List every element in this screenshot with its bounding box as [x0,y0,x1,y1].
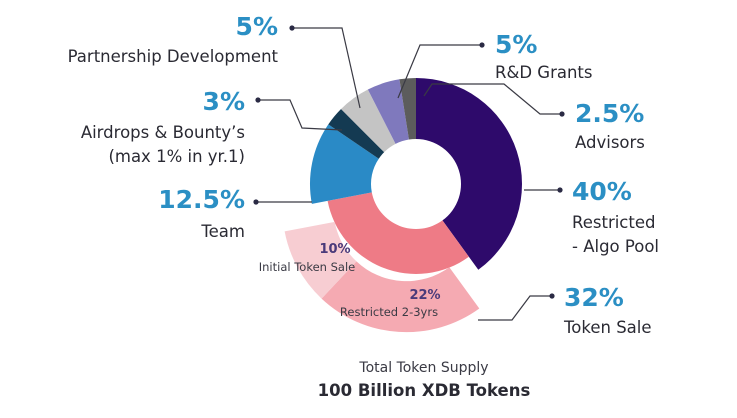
leader-dot-airdrops [255,97,261,103]
pct-label-airdrops: 3% [203,87,245,116]
slice-label-algo-0: Restricted [572,213,655,232]
slice-labels: 40% Restricted - Algo Pool 32% Token Sale 12.… [68,12,659,337]
pct-label-team: 12.5% [158,185,245,214]
leader-dot-algo [557,187,563,193]
footer-total: 100 Billion XDB Tokens [318,381,531,400]
slice-airdrops [328,109,385,159]
slice-label-rd-0: R&D Grants [495,63,593,82]
slice-label-airdrops-0: Airdrops & Bounty’s [81,123,245,142]
pct-label-rd: 5% [495,30,537,59]
pct-label-partner: 5% [236,12,278,41]
leader-lines [253,25,565,321]
leader-airdrops [258,99,343,131]
leader-dot-partner [289,25,295,31]
sub-label-restricted: Restricted 2-3yrs [340,305,438,319]
donut-slices [284,78,522,333]
leader-rd [397,44,482,99]
leader-dot-rd [479,42,485,48]
sub-pct-label-initial: 10% [319,242,350,257]
slice-partner [341,89,396,153]
leader-partner [292,27,361,109]
slice-team [310,124,379,204]
slice-label-advisors-0: Advisors [575,133,645,152]
slice-algo [416,78,522,270]
slice-label-partner-0: Partnership Development [68,47,279,66]
leader-dot-sale [549,293,555,299]
leader-sale [478,295,552,321]
leader-dot-team [253,199,259,205]
leader-advisors [423,83,562,115]
slice-advisors [399,78,416,140]
sub-pct-label-restricted: 22% [409,288,440,303]
pct-label-algo: 40% [572,177,632,206]
pct-label-advisors: 2.5% [575,99,644,128]
slice-sale [327,192,469,274]
slice-label-algo-1: - Algo Pool [572,237,659,256]
subslice-restricted [321,261,480,333]
slice-label-airdrops-1: (max 1% in yr.1) [108,147,245,166]
subslice-initial [284,221,357,299]
footer-caption: Total Token Supply [358,360,488,376]
slice-label-sale-0: Token Sale [563,318,652,337]
pct-label-sale: 32% [564,283,624,312]
slice-label-team-0: Team [200,222,245,241]
leader-dot-advisors [559,111,565,117]
sub-label-initial: Initial Token Sale [259,260,355,274]
